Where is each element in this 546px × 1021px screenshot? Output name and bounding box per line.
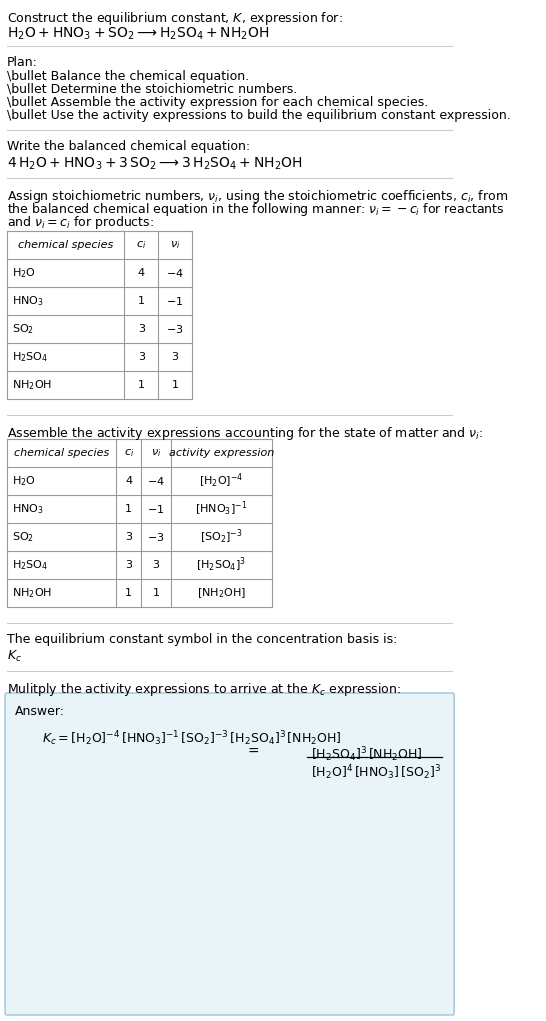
Text: chemical species: chemical species bbox=[14, 448, 109, 458]
Text: Write the balanced chemical equation:: Write the balanced chemical equation: bbox=[7, 140, 250, 153]
Text: activity expression: activity expression bbox=[169, 448, 274, 458]
Text: 3: 3 bbox=[152, 560, 159, 570]
Text: $K_c = [\mathrm{H_2O}]^{-4}\,[\mathrm{HNO_3}]^{-1}\,[\mathrm{SO_2}]^{-3}\,[\math: $K_c = [\mathrm{H_2O}]^{-4}\,[\mathrm{HN… bbox=[42, 729, 342, 747]
Text: $-4$: $-4$ bbox=[166, 268, 184, 279]
Text: $[\mathrm{H_2O}]^{-4}$: $[\mathrm{H_2O}]^{-4}$ bbox=[199, 472, 244, 490]
Text: Plan:: Plan: bbox=[7, 56, 38, 69]
Text: chemical species: chemical species bbox=[18, 240, 113, 250]
Text: 4: 4 bbox=[138, 268, 145, 278]
Text: $[\mathrm{NH_2OH}]$: $[\mathrm{NH_2OH}]$ bbox=[197, 586, 246, 600]
Text: 1: 1 bbox=[125, 504, 132, 514]
Text: 3: 3 bbox=[125, 532, 132, 542]
Text: $[\mathrm{H_2SO_4}]^3$: $[\mathrm{H_2SO_4}]^3$ bbox=[196, 555, 246, 574]
Text: $\mathrm{SO_2}$: $\mathrm{SO_2}$ bbox=[12, 322, 34, 336]
Text: $-3$: $-3$ bbox=[166, 323, 183, 335]
Text: $\mathrm{H_2O + HNO_3 + SO_2 \longrightarrow H_2SO_4 + NH_2OH}$: $\mathrm{H_2O + HNO_3 + SO_2 \longrighta… bbox=[7, 26, 269, 43]
Text: $-3$: $-3$ bbox=[147, 531, 165, 543]
Text: $=$: $=$ bbox=[245, 743, 260, 757]
Text: $\mathrm{HNO_3}$: $\mathrm{HNO_3}$ bbox=[12, 502, 44, 516]
Text: Answer:: Answer: bbox=[15, 704, 65, 718]
Text: Assemble the activity expressions accounting for the state of matter and $\nu_i$: Assemble the activity expressions accoun… bbox=[7, 425, 483, 442]
Text: $\mathrm{H_2SO_4}$: $\mathrm{H_2SO_4}$ bbox=[12, 558, 48, 572]
Text: 1: 1 bbox=[125, 588, 132, 598]
Text: $\mathrm{HNO_3}$: $\mathrm{HNO_3}$ bbox=[12, 294, 44, 308]
Text: Construct the equilibrium constant, $K$, expression for:: Construct the equilibrium constant, $K$,… bbox=[7, 10, 342, 27]
Text: 3: 3 bbox=[138, 352, 145, 362]
Text: $-1$: $-1$ bbox=[147, 503, 165, 515]
Text: $\mathrm{H_2O}$: $\mathrm{H_2O}$ bbox=[12, 474, 35, 488]
Text: $\mathrm{H_2O}$: $\mathrm{H_2O}$ bbox=[12, 266, 35, 280]
Text: $\mathrm{NH_2OH}$: $\mathrm{NH_2OH}$ bbox=[12, 586, 52, 600]
Text: $-1$: $-1$ bbox=[167, 295, 183, 307]
Text: 1: 1 bbox=[171, 380, 179, 390]
Text: $\mathrm{SO_2}$: $\mathrm{SO_2}$ bbox=[12, 530, 34, 544]
Text: $-4$: $-4$ bbox=[147, 475, 165, 487]
Text: Mulitply the activity expressions to arrive at the $K_c$ expression:: Mulitply the activity expressions to arr… bbox=[7, 681, 401, 698]
Text: 1: 1 bbox=[138, 296, 145, 306]
Text: 4: 4 bbox=[125, 476, 132, 486]
Text: 3: 3 bbox=[171, 352, 179, 362]
Text: $c_i$: $c_i$ bbox=[136, 239, 146, 251]
Text: $K_c$: $K_c$ bbox=[7, 649, 22, 664]
Text: $c_i$: $c_i$ bbox=[123, 447, 134, 458]
Text: 1: 1 bbox=[152, 588, 159, 598]
Text: $\mathrm{NH_2OH}$: $\mathrm{NH_2OH}$ bbox=[12, 378, 52, 392]
FancyBboxPatch shape bbox=[5, 693, 454, 1015]
Text: $[\mathrm{H_2O}]^4\,[\mathrm{HNO_3}]\,[\mathrm{SO_2}]^3$: $[\mathrm{H_2O}]^4\,[\mathrm{HNO_3}]\,[\… bbox=[311, 763, 441, 782]
Text: $\mathrm{4\,H_2O + HNO_3 + 3\,SO_2 \longrightarrow 3\,H_2SO_4 + NH_2OH}$: $\mathrm{4\,H_2O + HNO_3 + 3\,SO_2 \long… bbox=[7, 156, 302, 173]
Text: $\mathrm{H_2SO_4}$: $\mathrm{H_2SO_4}$ bbox=[12, 350, 48, 363]
Text: $[\mathrm{HNO_3}]^{-1}$: $[\mathrm{HNO_3}]^{-1}$ bbox=[195, 500, 247, 519]
Text: $\nu_i$: $\nu_i$ bbox=[151, 447, 161, 458]
Text: $[\mathrm{SO_2}]^{-3}$: $[\mathrm{SO_2}]^{-3}$ bbox=[200, 528, 242, 546]
Text: \bullet Use the activity expressions to build the equilibrium constant expressio: \bullet Use the activity expressions to … bbox=[7, 109, 511, 121]
Text: the balanced chemical equation in the following manner: $\nu_i = -c_i$ for react: the balanced chemical equation in the fo… bbox=[7, 201, 504, 218]
Text: 3: 3 bbox=[138, 324, 145, 334]
Text: $[\mathrm{H_2SO_4}]^3\,[\mathrm{NH_2OH}]$: $[\mathrm{H_2SO_4}]^3\,[\mathrm{NH_2OH}]… bbox=[311, 745, 423, 764]
Text: The equilibrium constant symbol in the concentration basis is:: The equilibrium constant symbol in the c… bbox=[7, 633, 397, 646]
Text: \bullet Determine the stoichiometric numbers.: \bullet Determine the stoichiometric num… bbox=[7, 83, 297, 96]
Text: \bullet Balance the chemical equation.: \bullet Balance the chemical equation. bbox=[7, 70, 249, 83]
Text: 3: 3 bbox=[125, 560, 132, 570]
Text: 1: 1 bbox=[138, 380, 145, 390]
Text: Assign stoichiometric numbers, $\nu_i$, using the stoichiometric coefficients, $: Assign stoichiometric numbers, $\nu_i$, … bbox=[7, 188, 508, 205]
Text: $\nu_i$: $\nu_i$ bbox=[170, 239, 180, 251]
Text: \bullet Assemble the activity expression for each chemical species.: \bullet Assemble the activity expression… bbox=[7, 96, 428, 109]
Text: and $\nu_i = c_i$ for products:: and $\nu_i = c_i$ for products: bbox=[7, 214, 154, 231]
